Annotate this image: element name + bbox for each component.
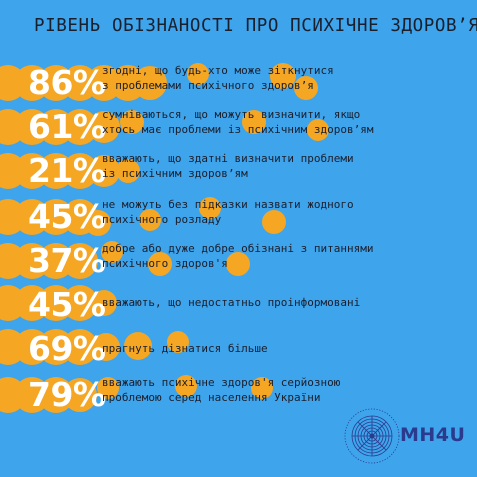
orange-circles-decoration [0, 241, 250, 279]
orange-circles-decoration [0, 329, 189, 365]
stat-line-1: вважають, що здатні визначити проблеми [102, 152, 354, 165]
stat-row: 45% не можуть без підказки назвати жодно… [0, 196, 477, 238]
stat-line-1: вважають психічне здоров'я серйозною [102, 376, 341, 389]
stat-line-2: із психічним здоров’ям [102, 166, 248, 180]
orange-circles-decoration [0, 197, 286, 236]
stat-percent: 21% [28, 151, 106, 190]
stat-percent: 61% [28, 107, 106, 146]
stat-description: згодні, що будь-хто може зіткнутися з пр… [102, 64, 432, 93]
stat-row: 61% сумніваються, що можуть визначити, я… [0, 106, 477, 148]
stat-description: не можуть без підказки назвати жодного п… [102, 198, 432, 227]
stat-row: 79% вважають психічне здоров'я серйозною… [0, 374, 477, 416]
stat-line-2: хтось має проблеми із психічним здоров’я… [102, 122, 374, 136]
orange-circles-decoration [0, 375, 273, 413]
stat-line-1: не можуть без підказки назвати жодного [102, 198, 354, 211]
logo-text: MH4U [400, 424, 466, 446]
orange-circles-decoration [0, 63, 318, 101]
page-title: РІВЕНЬ ОБІЗНАНОСТІ ПРО ПСИХІЧНЕ ЗДОРОВ’Я [34, 16, 477, 36]
stat-percent: 69% [28, 329, 106, 368]
stat-description: сумніваються, що можуть визначити, якщо … [102, 108, 432, 137]
stat-line-1: прагнуть дізнатися більше [102, 342, 268, 355]
stat-percent: 45% [28, 285, 106, 324]
stat-row: 45% вважають, що недостатньо проінформов… [0, 284, 477, 326]
orange-circles-decoration [0, 109, 329, 145]
stat-line-2: з проблемами психічного здоров’я [102, 78, 314, 92]
stat-row: 37% добре або дуже добре обізнані з пита… [0, 240, 477, 282]
stat-line-1: згодні, що будь-хто може зіткнутися [102, 64, 334, 77]
stat-description: вважають психічне здоров'я серйозною про… [102, 376, 432, 405]
stat-description: прагнуть дізнатися більше [102, 342, 432, 357]
stat-percent: 37% [28, 241, 106, 280]
stat-description: добре або дуже добре обізнані з питанням… [102, 242, 432, 271]
orange-circles-decoration [0, 285, 117, 321]
stat-line-1: вважають, що недостатньо проінформовані [102, 296, 361, 309]
stat-percent: 79% [28, 375, 106, 414]
stat-description: вважають, що здатні визначити проблеми і… [102, 152, 432, 181]
stat-line-2: психічного здоров'я [102, 256, 228, 270]
stat-percent: 86% [28, 63, 106, 102]
stat-percent: 45% [28, 197, 106, 236]
stat-line-2: психічного розладу [102, 212, 222, 226]
stat-description: вважають, що недостатньо проінформовані [102, 296, 432, 311]
mh4u-emblem-icon [344, 408, 400, 464]
stat-row: 69% прагнуть дізнатися більше [0, 328, 477, 370]
stat-line-1: сумніваються, що можуть визначити, якщо [102, 108, 361, 121]
stat-row: 21% вважають, що здатні визначити пробле… [0, 150, 477, 192]
stat-row: 86% згодні, що будь-хто може зіткнутися … [0, 62, 477, 104]
stat-line-1: добре або дуже добре обізнані з питанням… [102, 242, 374, 255]
orange-circles-decoration [0, 153, 140, 189]
stat-line-2: проблемою серед населення України [102, 390, 321, 404]
